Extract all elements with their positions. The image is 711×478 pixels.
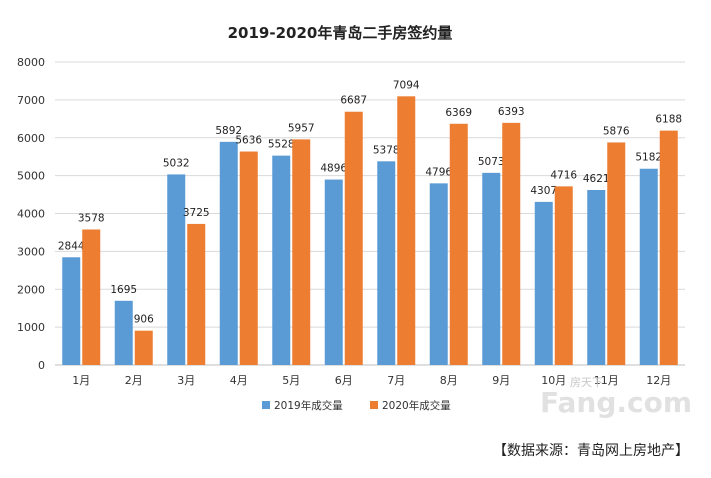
y-tick-label: 1000 — [17, 321, 45, 334]
bar-2019 — [587, 189, 606, 365]
bar-2020 — [187, 223, 206, 365]
bar-2019 — [639, 168, 658, 365]
bar-2020 — [292, 139, 311, 365]
data-label: 4716 — [550, 169, 577, 181]
data-label: 5032 — [163, 157, 190, 169]
x-tick-label: 2月 — [125, 374, 143, 387]
data-label: 5636 — [235, 135, 262, 147]
y-tick-label: 3000 — [17, 245, 45, 258]
legend-swatch — [262, 401, 270, 409]
data-label: 4796 — [425, 166, 452, 178]
y-tick-label: 4000 — [17, 208, 45, 221]
bar-2019 — [272, 155, 291, 365]
data-label: 4896 — [320, 163, 347, 175]
x-tick-label: 1月 — [72, 374, 90, 387]
bar-2019 — [482, 172, 501, 365]
x-axis: 1月 2月 3月 4月 5月 6月 7月 8月 9月 10月 11月 12月 — [72, 374, 671, 387]
bar-2020 — [397, 96, 416, 365]
y-axis: 0 1000 2000 3000 4000 5000 6000 7000 8000 — [17, 56, 45, 372]
watermark-sub: 房天下 — [570, 376, 603, 389]
legend-label: 2019年成交量 — [274, 399, 343, 412]
bar-2019 — [324, 179, 343, 365]
y-tick-label: 0 — [38, 359, 45, 372]
bar-2019 — [114, 300, 133, 365]
data-label: 5528 — [268, 139, 295, 151]
data-label: 6393 — [498, 106, 525, 118]
x-tick-label: 12月 — [646, 374, 671, 387]
x-tick-label: 5月 — [282, 374, 300, 387]
x-tick-label: 8月 — [440, 374, 458, 387]
bar-2020 — [502, 122, 521, 365]
data-label: 6369 — [445, 107, 472, 119]
bar-2019 — [62, 257, 81, 365]
bar-2020 — [344, 111, 363, 365]
watermark-text: Fang.com — [540, 386, 690, 419]
bar-2020 — [134, 330, 153, 365]
bar-2019 — [534, 201, 553, 365]
data-label: 5073 — [478, 156, 505, 168]
data-label: 4621 — [583, 173, 610, 185]
x-tick-label: 11月 — [594, 374, 619, 387]
x-tick-label: 3月 — [177, 374, 195, 387]
y-tick-label: 8000 — [17, 56, 45, 69]
data-label: 2844 — [58, 240, 85, 252]
data-label: 4307 — [530, 185, 557, 197]
data-label: 6687 — [340, 95, 367, 107]
x-tick-label: 4月 — [230, 374, 248, 387]
bar-2020 — [449, 123, 468, 365]
bar-2019 — [429, 183, 448, 365]
bar-2020 — [659, 130, 678, 365]
data-label: 6188 — [655, 114, 682, 126]
y-tick-label: 7000 — [17, 94, 45, 107]
x-tick-label: 7月 — [387, 374, 405, 387]
y-tick-label: 6000 — [17, 132, 45, 145]
y-tick-label: 5000 — [17, 170, 45, 183]
data-label: 3725 — [183, 207, 210, 219]
x-tick-label: 10月 — [541, 374, 566, 387]
legend-label: 2020年成交量 — [382, 399, 451, 412]
watermark: 房天下 Fang.com — [540, 372, 692, 422]
data-label: 7094 — [393, 79, 420, 91]
source-note: 【数据来源：青岛网上房地产】 — [493, 443, 689, 459]
x-tick-label: 6月 — [335, 374, 353, 387]
bar-2020 — [554, 186, 573, 365]
data-label: 5378 — [373, 144, 400, 156]
legend: 2019年成交量 2020年成交量 — [262, 399, 451, 412]
y-tick-label: 2000 — [17, 283, 45, 296]
bar-2020 — [239, 151, 258, 365]
data-label: 1695 — [110, 284, 137, 296]
chart-title: 2019-2020年青岛二手房签约量 — [228, 24, 453, 42]
data-label: 5876 — [603, 125, 630, 137]
data-label: 906 — [134, 314, 154, 326]
gridlines — [55, 61, 685, 366]
data-label: 5892 — [215, 125, 242, 137]
bar-2020 — [607, 142, 626, 365]
bar-2019 — [377, 161, 396, 365]
bar-2019 — [219, 141, 238, 365]
bar-2019 — [167, 174, 186, 365]
data-label: 5182 — [635, 152, 662, 164]
data-label: 5957 — [288, 122, 315, 134]
data-label: 3578 — [78, 212, 105, 224]
x-tick-label: 9月 — [492, 374, 510, 387]
legend-swatch — [370, 401, 378, 409]
bar-2020 — [82, 229, 101, 365]
